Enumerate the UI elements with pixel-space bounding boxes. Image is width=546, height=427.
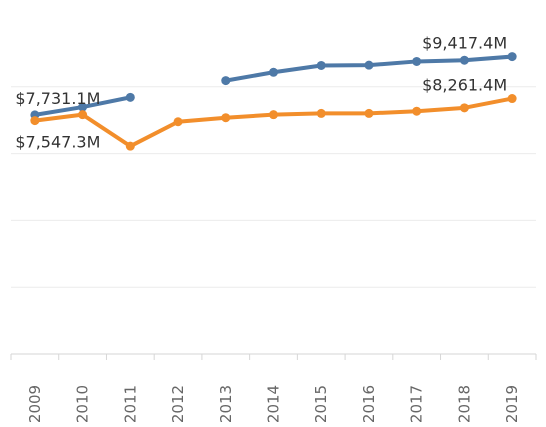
x-tick-label: 2009 bbox=[26, 385, 44, 423]
data-point bbox=[30, 116, 40, 126]
data-point bbox=[507, 52, 517, 62]
data-point bbox=[269, 67, 278, 77]
x-tick-label: 2013 bbox=[217, 385, 235, 423]
data-point bbox=[364, 60, 374, 70]
x-tick-label: 2010 bbox=[74, 385, 92, 423]
data-label: $8,261.4M bbox=[422, 76, 507, 95]
data-point bbox=[507, 94, 517, 104]
data-point bbox=[173, 117, 183, 127]
x-tick-label: 2011 bbox=[121, 385, 139, 423]
x-tick-label: 2014 bbox=[265, 385, 283, 423]
x-tick-label: 2015 bbox=[312, 385, 330, 423]
x-tick-label: 2019 bbox=[503, 385, 521, 423]
data-label: $7,731.1M bbox=[15, 89, 100, 108]
data-point bbox=[269, 110, 278, 120]
x-tick-label: 2018 bbox=[455, 385, 473, 423]
series-line-1 bbox=[32, 96, 515, 149]
series-lines bbox=[30, 52, 517, 151]
x-tick-label: 2017 bbox=[408, 385, 426, 423]
data-point bbox=[78, 110, 88, 120]
data-point bbox=[316, 108, 326, 118]
data-point bbox=[459, 103, 469, 113]
x-tick-label: 2016 bbox=[360, 385, 378, 423]
data-label: $7,547.3M bbox=[15, 133, 100, 152]
data-label: $9,417.4M bbox=[422, 34, 507, 53]
data-point bbox=[221, 113, 231, 123]
data-point bbox=[412, 56, 422, 66]
data-labels: $7,731.1M $7,547.3M $9,417.4M $8,261.4M bbox=[15, 34, 507, 152]
data-point bbox=[364, 108, 374, 118]
data-point bbox=[125, 92, 135, 102]
x-tick-label: 2012 bbox=[169, 385, 187, 423]
x-axis: 2009 2010 2011 2012 2013 2014 2015 2016 2017 2018… bbox=[10, 353, 537, 423]
data-point bbox=[316, 60, 326, 70]
data-point bbox=[125, 141, 135, 151]
data-point bbox=[412, 106, 422, 116]
gridlines bbox=[11, 86, 536, 288]
data-point bbox=[78, 102, 88, 112]
data-point bbox=[459, 55, 469, 65]
data-point bbox=[221, 76, 231, 86]
